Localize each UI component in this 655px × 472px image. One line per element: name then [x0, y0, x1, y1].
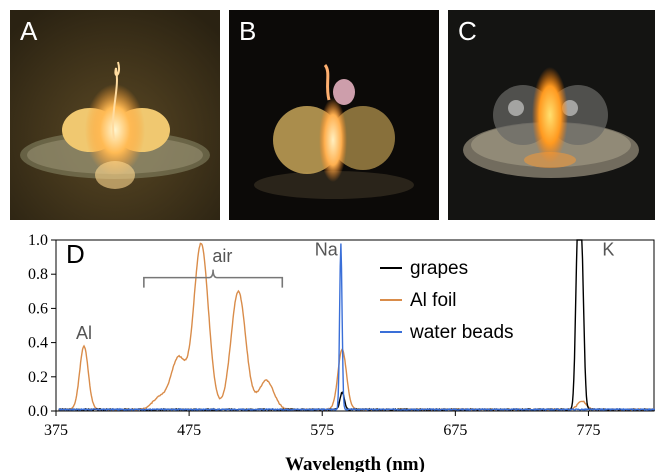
- y-tick-label: 0.2: [28, 369, 48, 386]
- x-axis-label: Wavelength (nm): [285, 454, 425, 472]
- panel-letter-d: D: [66, 239, 85, 269]
- photo-panel-a: A: [10, 10, 220, 220]
- photo-panel-b: B: [229, 10, 439, 220]
- annotations: Al air Na K: [76, 239, 614, 343]
- y-tick-label: 0.6: [28, 300, 48, 317]
- annotation-air: air: [212, 246, 232, 266]
- annotation-al: Al: [76, 323, 92, 343]
- annotation-k: K: [602, 239, 614, 259]
- panel-letter-a: A: [20, 16, 38, 46]
- x-tick-label: 475: [177, 422, 201, 439]
- plot-area: [55, 239, 655, 412]
- x-tick-label: 675: [443, 422, 467, 439]
- panel-letter-c: C: [458, 16, 477, 46]
- legend: grapes Al foil water beads: [380, 258, 514, 343]
- plot-frame: [55, 239, 655, 412]
- legend-label: grapes: [410, 258, 468, 279]
- y-tick-label: 0.0: [28, 403, 48, 420]
- legend-label: water beads: [409, 322, 514, 343]
- photo-a-image: [10, 10, 220, 220]
- series-line-water-beads: [58, 243, 655, 412]
- y-tick-label: 0.8: [28, 266, 48, 283]
- series-line-al-foil: [58, 242, 655, 412]
- annotation-na: Na: [315, 239, 339, 259]
- x-axis: 375 475 575 675 775: [44, 411, 600, 439]
- y-tick-label: 1.0: [28, 232, 48, 249]
- y-tick-label: 0.4: [28, 335, 48, 352]
- photo-c-image: [448, 10, 655, 220]
- spectrum-chart: D 0.0 0.2 0.4 0.6 0.8 1.0 375 475 575 675 775 Al a…: [28, 232, 655, 472]
- x-tick-label: 375: [44, 422, 68, 439]
- x-tick-label: 775: [576, 422, 600, 439]
- panel-letter-b: B: [239, 16, 257, 46]
- y-axis: 0.0 0.2 0.4 0.6 0.8 1.0: [28, 232, 56, 420]
- legend-label: Al foil: [410, 290, 456, 311]
- x-tick-label: 575: [310, 422, 334, 439]
- photo-b-image: [229, 10, 439, 220]
- photo-panel-c: C: [448, 10, 655, 220]
- series-line-grapes: [58, 239, 655, 412]
- air-bracket: [143, 269, 284, 288]
